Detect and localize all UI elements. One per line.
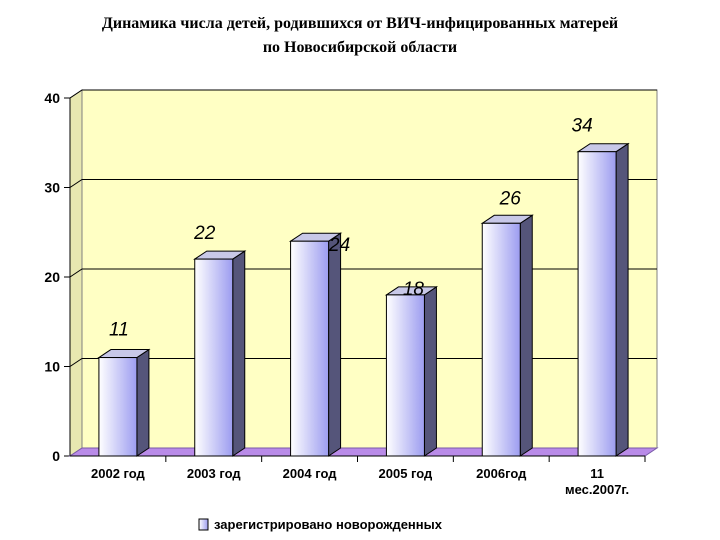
gridline	[69, 89, 657, 99]
x-tick-label: 2006год	[476, 466, 527, 481]
bar-side	[423, 285, 437, 457]
x-tick-label: 2005 год	[379, 466, 434, 481]
bar	[576, 142, 630, 457]
bar-side	[232, 250, 246, 457]
data-label: 24	[328, 235, 350, 256]
bar-side	[136, 348, 150, 457]
data-label: 18	[403, 279, 425, 300]
x-tick-label: 2003 год	[187, 466, 242, 481]
bar	[288, 232, 343, 457]
data-label: 34	[572, 116, 593, 137]
bar-front	[385, 294, 425, 457]
y-tick-label: 10	[44, 359, 60, 375]
chart-title-line-2: по Новосибирской области	[262, 39, 458, 56]
data-label: 26	[499, 188, 522, 209]
bar	[97, 348, 151, 457]
bar	[384, 285, 439, 457]
gridline	[69, 179, 657, 188]
legend-swatch	[198, 518, 209, 531]
gridline	[69, 268, 657, 278]
bar-front	[577, 151, 617, 457]
bar-front	[481, 222, 521, 457]
y-tick-label: 0	[52, 448, 60, 464]
bar	[480, 214, 534, 457]
x-tick-label: 11	[590, 466, 604, 481]
bar-front	[194, 258, 234, 457]
bar-front	[290, 240, 330, 457]
y-tick-label: 20	[44, 269, 60, 285]
y-tick-label: 30	[44, 180, 60, 196]
chart-title-line-1: Динамика числа детей, родившихся от ВИЧ-…	[101, 15, 619, 32]
legend-label: зарегистрировано новорожденных	[214, 517, 443, 532]
data-label: 22	[193, 223, 216, 244]
bar-side	[328, 232, 342, 457]
x-tick-label: 2004 год	[283, 466, 338, 481]
chart-legend: зарегистрировано новорожденных	[198, 517, 443, 532]
plot-floor	[68, 447, 659, 457]
x-tick-label: 2002 год	[91, 466, 146, 481]
bar-side	[519, 214, 533, 457]
chart-title: Динамика числа детей, родившихся от ВИЧ-…	[0, 12, 720, 60]
y-tick-label: 40	[44, 90, 60, 106]
bar	[193, 250, 247, 457]
bar-side	[615, 142, 629, 457]
x-tick-label: мес.2007г.	[565, 482, 629, 497]
bar-front	[98, 357, 138, 457]
data-label: 11	[109, 320, 129, 341]
gridline	[69, 358, 657, 367]
